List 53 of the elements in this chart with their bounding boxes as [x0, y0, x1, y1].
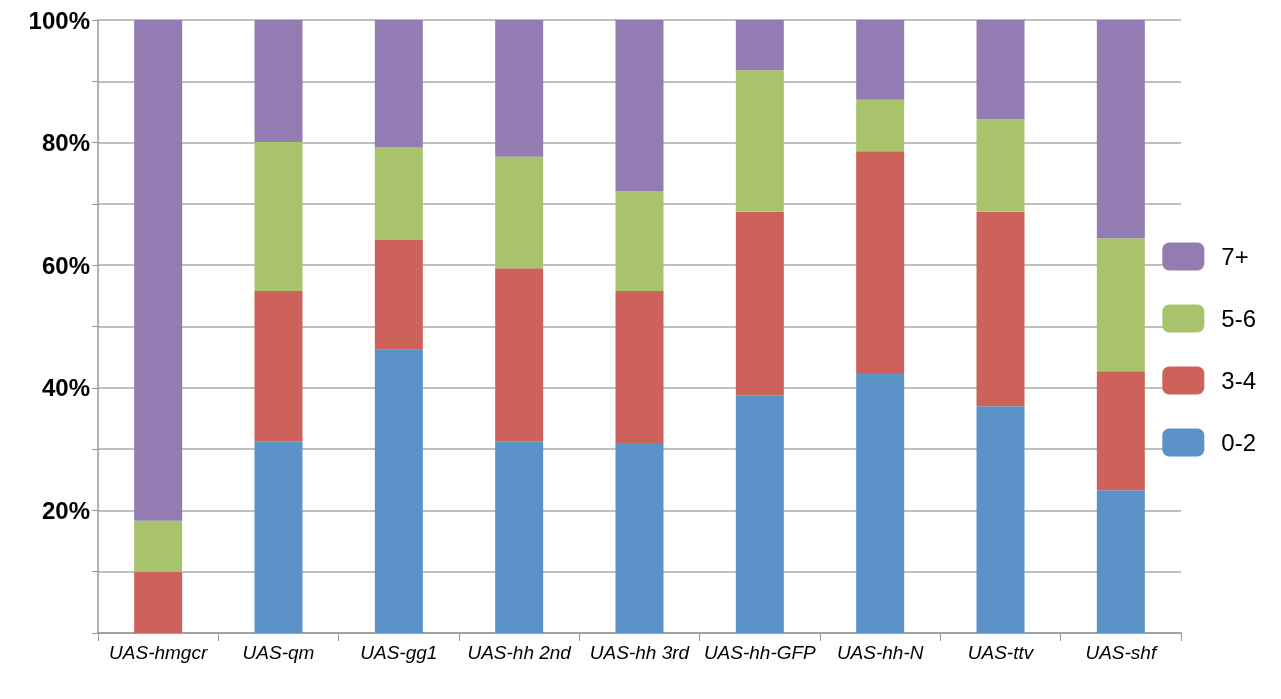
bar [374, 146, 423, 241]
bar [856, 99, 905, 152]
bar [615, 20, 664, 192]
bar [976, 406, 1025, 633]
bar [976, 20, 1025, 120]
bar [1096, 20, 1145, 239]
y-tick-label: 100% [28, 6, 90, 34]
y-tick-label: 80% [41, 129, 90, 157]
bar [735, 70, 784, 212]
bar [615, 442, 664, 633]
y-tick-label: 40% [41, 374, 90, 402]
x-tick-label: UAS-hh-N [836, 641, 924, 663]
bar [976, 119, 1025, 212]
bar [254, 141, 303, 291]
bar [1096, 490, 1145, 633]
bar [374, 349, 423, 633]
bar [254, 441, 303, 633]
bar [976, 211, 1025, 407]
legend-label: 0-2 [1221, 429, 1256, 456]
y-tick-label: 20% [41, 496, 90, 524]
x-tick-label: UAS-hmgcr [109, 641, 208, 663]
bar [134, 571, 183, 633]
bar [735, 211, 784, 396]
bar [374, 240, 423, 350]
legend-label: 7+ [1221, 243, 1249, 270]
bar [735, 20, 784, 71]
bar [1096, 238, 1145, 372]
y-tick-label: 60% [41, 251, 90, 279]
x-tick-label: UAS-ttv [967, 641, 1035, 663]
bar [856, 151, 905, 374]
bar [495, 156, 544, 269]
bar [374, 20, 423, 147]
bar [615, 290, 664, 443]
x-tick-label: UAS-hh 3rd [589, 641, 691, 663]
x-tick-label: UAS-hh-GFP [703, 641, 817, 663]
bar [615, 191, 664, 291]
bar [856, 373, 905, 633]
bar [134, 20, 183, 521]
x-tick-label: UAS-shf [1085, 641, 1158, 663]
bar [1096, 371, 1145, 491]
x-tick-label: UAS-qm [242, 641, 315, 663]
bar [735, 395, 784, 633]
legend-label: 3-4 [1221, 367, 1256, 394]
x-tick-label: UAS-hh 2nd [467, 641, 573, 663]
bar [495, 20, 544, 157]
bar [254, 20, 303, 142]
legend-label: 5-6 [1221, 305, 1256, 332]
bar [856, 20, 905, 100]
bar [495, 441, 544, 633]
bar [254, 290, 303, 442]
x-tick-label: UAS-gg1 [360, 641, 438, 663]
bar [134, 520, 183, 572]
bar [495, 268, 544, 442]
